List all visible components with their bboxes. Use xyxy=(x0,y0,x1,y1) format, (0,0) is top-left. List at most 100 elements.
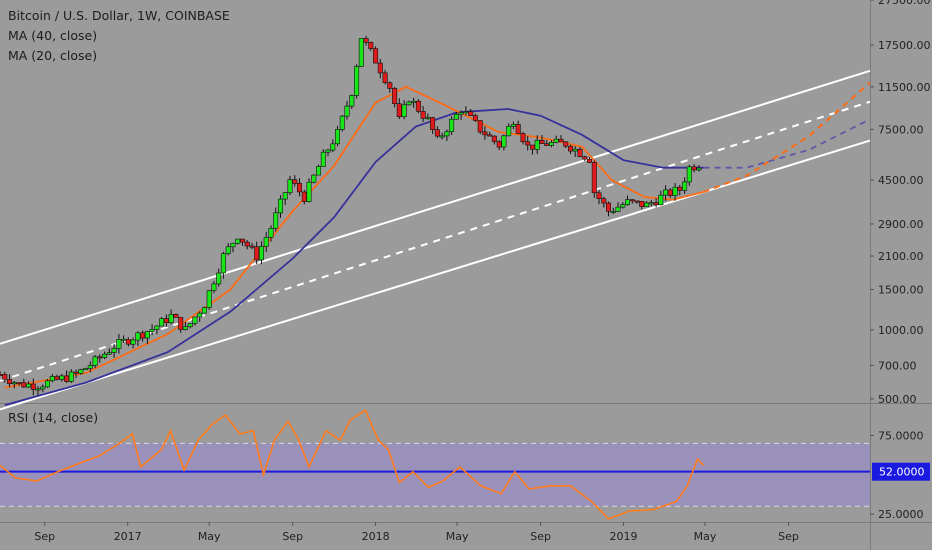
candle-up xyxy=(116,338,122,349)
candle-up xyxy=(311,174,317,183)
candle-down xyxy=(163,318,169,324)
y-tick-label: 1000.00 xyxy=(878,324,924,337)
candle-up xyxy=(106,352,112,355)
candle-up xyxy=(282,192,288,200)
channel-upper-line xyxy=(0,69,871,345)
candle-down xyxy=(373,48,379,64)
candle-down xyxy=(477,120,483,133)
y-tick-label: 27500.00 xyxy=(878,0,931,7)
candle-up xyxy=(92,356,98,366)
candle-up xyxy=(648,202,654,205)
y-tick-label: 2900.00 xyxy=(878,218,924,231)
rsi-value-text: 52.0000 xyxy=(879,466,925,479)
candle-up xyxy=(620,204,626,208)
y-tick-label: 4500.00 xyxy=(878,174,924,187)
rsi-value-badge xyxy=(872,462,930,481)
candle-up xyxy=(572,148,578,152)
candle-up xyxy=(168,314,174,323)
candle-up xyxy=(268,228,274,238)
candle-up xyxy=(206,290,212,308)
candle-up xyxy=(624,199,630,205)
candle-up xyxy=(548,142,554,146)
candle-up xyxy=(68,371,74,382)
candle-up xyxy=(682,181,688,191)
candle-up xyxy=(277,198,283,214)
candle-down xyxy=(596,192,602,200)
candle-down xyxy=(639,201,645,208)
candle-down xyxy=(387,82,393,89)
candle-up xyxy=(78,369,84,374)
candle-down xyxy=(7,379,13,384)
candle-down xyxy=(382,72,388,84)
x-tick-label: 2017 xyxy=(114,530,142,543)
candle-up xyxy=(510,124,516,127)
candle-down xyxy=(544,143,550,146)
candle-down xyxy=(525,141,531,146)
candle-down xyxy=(487,134,493,137)
candle-down xyxy=(520,133,526,143)
candle-up xyxy=(154,325,160,330)
candle-down xyxy=(653,202,659,206)
x-tick-label: Sep xyxy=(282,530,303,543)
x-tick-label: 2018 xyxy=(362,530,390,543)
candle-down xyxy=(64,375,70,382)
candle-down xyxy=(434,129,440,137)
candle-down xyxy=(582,156,588,160)
candle-up xyxy=(672,186,678,196)
candle-down xyxy=(16,382,22,385)
candle-up xyxy=(306,181,312,202)
candle-up xyxy=(87,365,93,369)
candle-down xyxy=(396,103,402,117)
candle-down xyxy=(73,371,79,374)
candle-down xyxy=(377,62,383,74)
candle-up xyxy=(197,312,203,318)
candle-down xyxy=(677,186,683,191)
candle-down xyxy=(430,117,436,130)
candle-down xyxy=(558,138,564,143)
candle-up xyxy=(658,194,664,206)
candle-down xyxy=(601,198,607,204)
candle-up xyxy=(230,243,236,248)
x-tick-label: 2019 xyxy=(610,530,638,543)
candle-up xyxy=(411,100,417,103)
y-tick-label: 500.00 xyxy=(878,393,917,406)
x-tick-label: Sep xyxy=(778,530,799,543)
candle-up xyxy=(615,206,621,212)
x-tick-label: May xyxy=(198,530,221,543)
candle-up xyxy=(83,367,89,370)
candle-down xyxy=(482,131,488,136)
candle-up xyxy=(506,126,512,137)
candle-down xyxy=(292,179,298,184)
candle-up xyxy=(149,329,155,332)
candle-down xyxy=(178,317,184,330)
candle-up xyxy=(663,189,669,196)
candle-down xyxy=(363,38,369,43)
candle-up xyxy=(354,66,360,96)
candle-up xyxy=(216,272,222,285)
candle-up xyxy=(696,167,702,171)
candle-up xyxy=(25,383,31,388)
channel-mid-line xyxy=(0,100,871,382)
candle-up xyxy=(315,166,321,176)
candle-down xyxy=(392,88,398,105)
candle-up xyxy=(263,237,269,247)
candle-up xyxy=(273,212,279,229)
candle-up xyxy=(121,338,127,341)
candle-down xyxy=(491,135,497,142)
candle-up xyxy=(425,117,431,120)
candle-down xyxy=(515,124,521,134)
candle-down xyxy=(97,356,103,359)
candle-up xyxy=(330,143,336,151)
ma20-projection xyxy=(703,81,871,193)
candle-down xyxy=(296,183,302,193)
candle-down xyxy=(249,245,255,248)
candle-up xyxy=(358,38,364,67)
rsi-legend: RSI (14, close) xyxy=(8,410,99,425)
candle-down xyxy=(605,202,611,212)
candle-down xyxy=(54,376,60,380)
candle-up xyxy=(49,376,55,382)
candle-down xyxy=(567,145,573,152)
candle-down xyxy=(468,111,474,116)
chart-legend: Bitcoin / U.S. Dollar, 1W, COINBASE MA (… xyxy=(8,6,230,66)
